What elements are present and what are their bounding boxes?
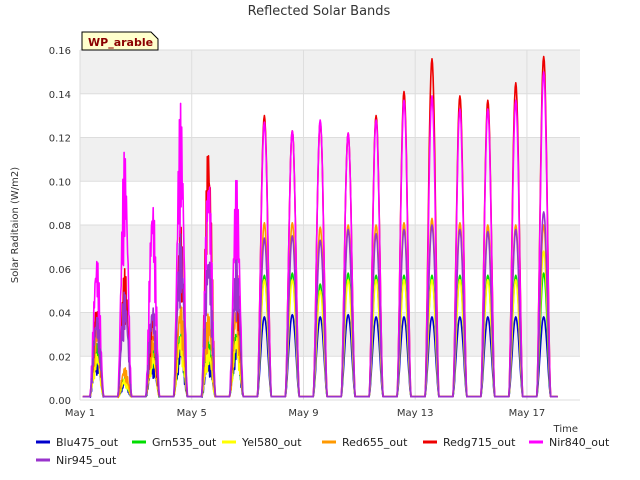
site-badge: WP_arable xyxy=(81,31,159,51)
y-tick-label: 0.10 xyxy=(49,177,71,188)
y-tick-label: 0.14 xyxy=(49,90,71,101)
y-tick-label: 0.02 xyxy=(49,352,71,363)
grid-band xyxy=(80,50,580,94)
grid-band xyxy=(80,312,580,357)
y-tick-label: 0.00 xyxy=(49,396,71,407)
x-tick-label: May 13 xyxy=(397,408,434,419)
x-tick-label: May 17 xyxy=(509,408,546,419)
y-axis-ticks: 0.00 0.02 0.04 0.06 0.08 0.10 0.12 0.14 0.16 xyxy=(49,46,71,407)
x-tick-label: May 5 xyxy=(177,408,207,419)
y-tick-label: 0.16 xyxy=(49,46,71,57)
y-axis-title: Solar Raditaion (W/m2) xyxy=(10,167,21,283)
legend-label: Blu475_out xyxy=(56,436,119,449)
chart-title: Reflected Solar Bands xyxy=(248,4,391,19)
y-tick-label: 0.04 xyxy=(49,309,71,320)
legend: Blu475_out Grn535_out Yel580_out Red655_out… xyxy=(36,436,610,467)
series-line-nir945_out xyxy=(82,211,558,398)
legend-label: Nir945_out xyxy=(56,454,117,467)
grid-band xyxy=(80,137,580,182)
site-badge-label: WP_arable xyxy=(88,36,153,49)
y-tick-label: 0.06 xyxy=(49,265,71,276)
legend-label: Red655_out xyxy=(342,436,408,449)
x-axis-ticks: May 1 May 5 May 9 May 13 May 17 xyxy=(65,408,545,419)
site-badge-box xyxy=(81,31,159,51)
x-axis-title: Time xyxy=(553,424,578,435)
x-tick-label: May 1 xyxy=(65,408,95,419)
grid-lines xyxy=(79,49,580,401)
legend-label: Yel580_out xyxy=(241,436,302,449)
y-tick-label: 0.08 xyxy=(49,221,71,232)
x-tick-label: May 9 xyxy=(288,408,318,419)
series-lines xyxy=(82,55,558,399)
y-tick-label: 0.12 xyxy=(49,134,71,145)
legend-label: Grn535_out xyxy=(152,436,217,449)
legend-label: Redg715_out xyxy=(443,436,516,449)
grid-band xyxy=(80,225,580,269)
legend-label: Nir840_out xyxy=(549,436,610,449)
